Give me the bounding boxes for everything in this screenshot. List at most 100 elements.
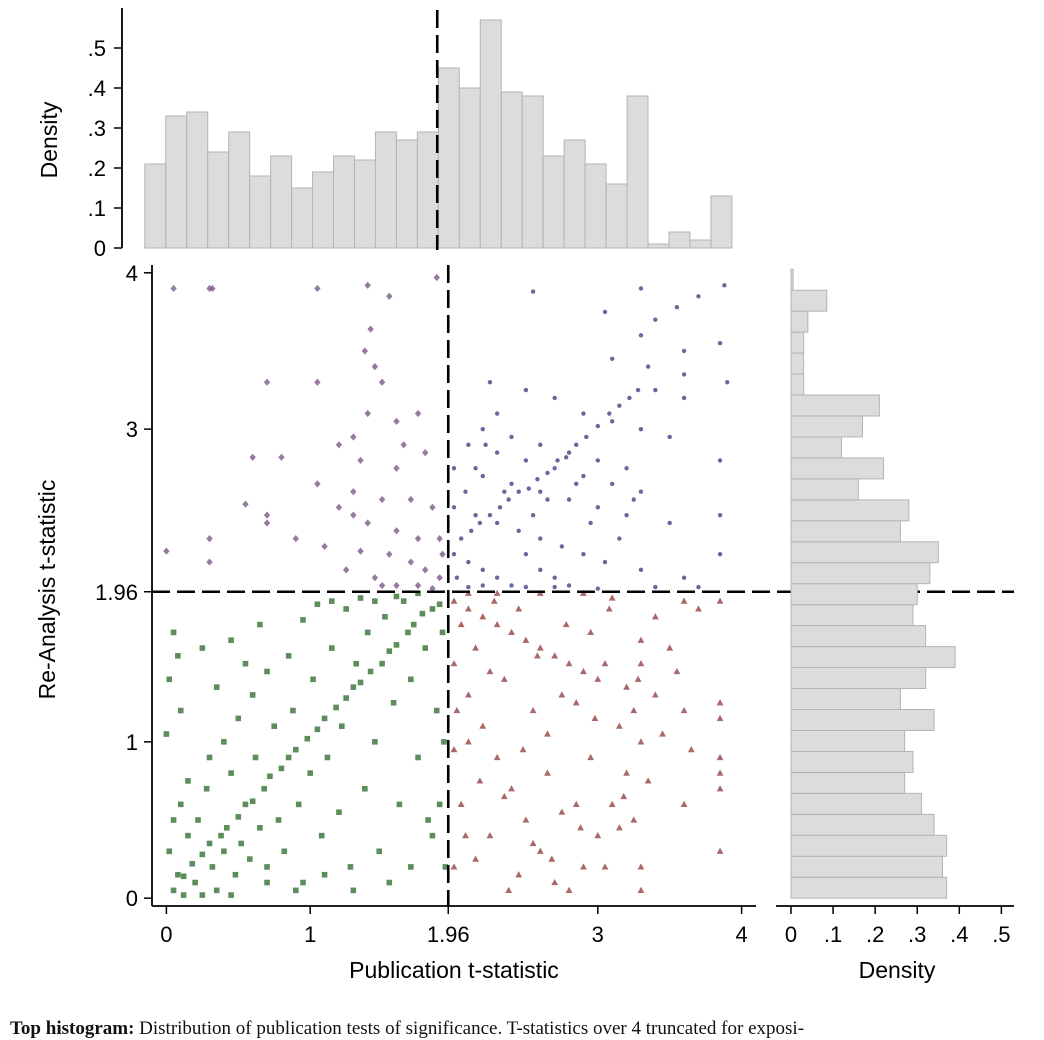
scatter-point-triangle [666,644,674,651]
scatter-point-triangle [522,636,530,643]
scatter-point-triangle [644,777,652,784]
scatter-point-triangle [577,824,584,831]
histogram-bar [790,541,939,564]
scatter-point-circle [581,411,586,416]
scatter-point-square [386,648,393,654]
histogram-bar [790,667,927,690]
scatter-point-diamond [414,534,422,543]
scatter-point-circle [494,411,500,416]
scatter-point-diamond [371,363,379,371]
scatter-point-diamond [367,325,374,333]
scatter-point-diamond [206,558,213,566]
scatter-point-square [321,871,328,878]
scatter-point-circle [717,552,723,557]
scatter-point-square [285,754,292,761]
scatter-point-triangle [605,605,613,612]
scatter-point-square [396,801,403,808]
scatter-point-circle [595,505,601,510]
histogram-bar [542,155,565,249]
scatter-point-square [339,723,345,730]
x-tick-label: .4 [950,922,968,947]
scatter-point-circle [494,520,500,526]
scatter-point-circle [483,442,488,447]
scatter-point-circle [473,512,478,518]
scatter-point-triangle [565,660,573,667]
scatter-point-square [328,598,335,604]
scatter-point-square [218,832,224,839]
scatter-point-triangle [508,785,515,792]
scatter-panel: 0 1 1.96 3 4 0 1 1.96 3 4 Publication t-statistic R… [34,261,1014,983]
scatter-point-square [415,754,421,761]
scatter-point-square [264,864,270,870]
scatter-point-diamond [170,284,177,293]
scatter-point-square [223,825,230,831]
histogram-bar [790,604,914,627]
scatter-point-triangle [716,699,724,706]
scatter-point-triangle [457,800,465,807]
histogram-bar [458,87,481,249]
scatter-point-circle [480,583,485,588]
scatter-point-circle [617,403,622,408]
scatter-point-circle [480,473,485,479]
scatter-point-diamond [350,488,357,496]
scatter-point-triangle [580,863,587,870]
scatter-point-square [436,801,443,808]
scatter-point-triangle [529,706,537,714]
scatter-point-circle [595,586,601,591]
scatter-point-triangle [608,594,616,601]
scatter-point-diamond [386,550,393,558]
scatter-point-triangle [637,660,645,667]
scatter-point-circle [538,489,543,494]
scatter-point-triangle [464,691,472,698]
histogram-bar [144,163,167,249]
scatter-point-diamond [414,409,422,418]
scatter-point-circle [609,481,615,487]
scatter-point-square [228,637,234,644]
scatter-point-circle [502,489,507,494]
scatter-point-square [170,887,177,894]
scatter-point-square [295,801,302,808]
scatter-point-square [321,715,328,722]
scatter-point-triangle [508,628,515,636]
scatter-point-diamond [278,453,285,461]
scatter-point-diamond [206,534,213,543]
scatter-point-triangle [476,777,484,784]
scatter-point-square [314,601,321,608]
scatter-point-square [350,887,357,894]
scatter-point-square [310,676,316,683]
scatter-point-square [235,715,242,722]
scatter-point-triangle [716,847,724,854]
scatter-point-square [209,864,216,870]
histogram-bar [479,19,502,249]
histogram-bar [689,239,712,249]
histogram-bar [270,155,293,249]
scatter-point-triangle [551,878,559,886]
scatter-point-triangle [462,832,469,839]
scatter-point-circle [530,289,536,294]
histogram-bar [333,155,355,249]
scatter-point-circle [624,512,629,518]
y-tick-label: 4 [126,261,138,286]
scatter-point-square [382,613,388,620]
histogram-bar [790,729,906,752]
scatter-point-circle [451,552,457,557]
scatter-point-diamond [393,527,400,535]
scatter-point-triangle [544,730,551,737]
scatter-point-square [376,848,383,855]
scatter-point-triangle [659,730,666,737]
scatter-point-square [203,785,210,792]
scatter-point-circle [466,442,471,447]
scatter-point-diamond [429,503,436,511]
scatter-point-circle [607,411,612,416]
scatter-point-triangle [464,605,472,612]
histogram-bar [790,708,935,731]
scatter-point-square [436,601,443,608]
scatter-point-triangle [450,746,458,753]
scatter-point-triangle [651,613,659,620]
scatter-point-circle [563,455,569,460]
caption-label: Top histogram: [10,1018,135,1039]
scatter-point-square [408,864,414,870]
scatter-point-diamond [335,441,343,449]
scatter-point-square [175,871,181,878]
scatter-point-triangle [623,769,630,776]
